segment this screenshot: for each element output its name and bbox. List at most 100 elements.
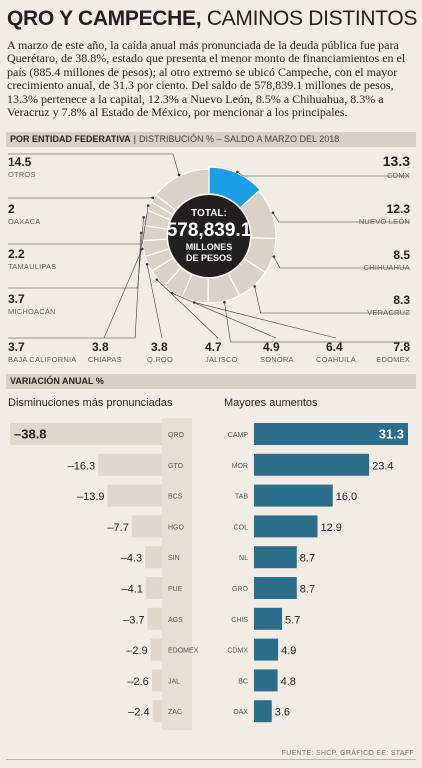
decreases-category-band bbox=[162, 418, 192, 730]
decrease-value-sin: –4.3 bbox=[121, 553, 142, 565]
increase-value-gro: 8.7 bbox=[300, 584, 315, 596]
increase-value-bc: 4.8 bbox=[281, 676, 296, 688]
decrease-bar-edomex bbox=[150, 638, 162, 661]
increase-category-bc: BC bbox=[238, 678, 248, 685]
decrease-bar-bcs bbox=[107, 484, 162, 507]
leader-line-nuevo-leon bbox=[272, 212, 410, 223]
increase-value-tab: 16.0 bbox=[336, 491, 357, 503]
leader-dot-cdmx bbox=[236, 170, 239, 174]
decrease-bar-gto bbox=[98, 453, 162, 476]
slice-label-chihuahua: CHIHUAHUA bbox=[363, 263, 410, 272]
slice-value-michoacan: 3.7 bbox=[8, 292, 25, 306]
decrease-category-ags: AGS bbox=[168, 617, 183, 624]
slice-label-tamaulipas: TAMAULIPAS bbox=[8, 262, 57, 271]
leader-line-q-roo bbox=[146, 264, 163, 339]
slice-label-sonora: SONORA bbox=[260, 355, 294, 364]
leader-dot-baja-california bbox=[139, 231, 143, 235]
decrease-category-zac: ZAC bbox=[168, 709, 182, 716]
title-light: CAMINOS DISTINTOS bbox=[206, 7, 418, 30]
decrease-category-bcs: BCS bbox=[168, 494, 183, 501]
donut-chart bbox=[8, 153, 410, 343]
decrease-category-pue: PUE bbox=[168, 586, 183, 593]
leader-line-veracruz bbox=[254, 286, 410, 314]
slice-label-nuevo-leon: NUEVO LEÓN bbox=[358, 217, 410, 226]
section-variation-label: VARIACIÓN ANUAL % bbox=[10, 376, 104, 386]
increase-category-gro: GRO bbox=[232, 586, 249, 593]
decreases-title: Disminuciones más pronunciadas bbox=[8, 397, 173, 409]
decrease-value-jal: –2.6 bbox=[127, 676, 148, 688]
decrease-value-edomex: –2.9 bbox=[126, 645, 147, 657]
increase-value-camp: 31.3 bbox=[379, 427, 404, 442]
slice-label-chiapas: CHIAPAS bbox=[88, 355, 122, 364]
section-distribution-sub: DISTRIBUCIÓN % – SALDO A MARZO DEL 2018 bbox=[139, 134, 340, 144]
increase-category-oax: OAX bbox=[233, 709, 248, 716]
slice-value-otros: 14.5 bbox=[8, 155, 32, 169]
slice-label-cdmx: CDMX bbox=[387, 171, 410, 180]
increase-bar-nl bbox=[254, 546, 297, 569]
increase-bar-tab bbox=[254, 484, 333, 507]
donut-hole bbox=[168, 195, 250, 277]
increase-category-cdmx: CDMX bbox=[227, 648, 248, 655]
increase-value-oax: 3.6 bbox=[275, 707, 290, 719]
increase-category-camp: CAMP bbox=[228, 432, 249, 439]
increase-bar-mor bbox=[254, 453, 370, 476]
slice-label-edomex: EDOMEX bbox=[376, 355, 410, 364]
slice-value-coahuila: 6.4 bbox=[326, 340, 343, 354]
slice-label-otros: OTROS bbox=[8, 170, 36, 179]
slice-value-cdmx: 13.3 bbox=[382, 153, 410, 169]
increase-category-tab: TAB bbox=[235, 494, 248, 501]
decrease-category-sin: SIN bbox=[168, 555, 180, 562]
slice-label-baja-california: BAJA CALIFORNIA bbox=[8, 355, 77, 364]
slice-value-nuevo-leon: 12.3 bbox=[386, 202, 410, 216]
decrease-category-edomex: EDOMEX bbox=[168, 648, 199, 655]
decrease-category-qro: QRO bbox=[168, 432, 185, 439]
leader-dot-q-roo bbox=[145, 263, 149, 266]
donut-center: TOTAL: 578,839.1 MILLONES DE PESOS bbox=[149, 208, 269, 264]
decrease-category-hgo: HGO bbox=[168, 524, 185, 531]
increase-bar-bc bbox=[254, 669, 278, 692]
donut-center-label: TOTAL: bbox=[191, 208, 227, 219]
decrease-value-gto: –16.3 bbox=[68, 460, 96, 472]
slice-label-coahuila: COAHUILA bbox=[316, 355, 356, 364]
slice-label-qroo: Q.ROO bbox=[147, 355, 174, 364]
decrease-bar-zac bbox=[152, 700, 162, 723]
leader-line-cdmx bbox=[237, 171, 410, 177]
slice-value-jalisco: 4.7 bbox=[205, 340, 222, 354]
section-distribution-label: POR ENTIDAD FEDERATIVA bbox=[10, 134, 131, 144]
decrease-bar-ags bbox=[147, 607, 162, 630]
leader-dot-jalisco bbox=[155, 278, 159, 281]
increase-bar-cdmx bbox=[254, 638, 279, 661]
slice-value-tamaulipas: 2.2 bbox=[8, 247, 25, 261]
increase-category-col: COL bbox=[234, 524, 249, 531]
section-separator: | bbox=[133, 134, 137, 144]
leader-dot-chiapas bbox=[140, 247, 144, 251]
donut-center-unit2: DE PESOS bbox=[185, 253, 232, 263]
decrease-value-qro: –38.8 bbox=[14, 427, 47, 442]
decrease-value-zac: –2.4 bbox=[128, 707, 149, 719]
decrease-bar-hgo bbox=[131, 515, 162, 538]
decrease-value-ags: –3.7 bbox=[123, 614, 144, 626]
increase-value-col: 12.9 bbox=[320, 522, 341, 534]
source-footer: FUENTE: SHCP. GRÁFICO EE: STAFF bbox=[281, 750, 414, 757]
decrease-bar-sin bbox=[145, 546, 162, 569]
decrease-category-gto: GTO bbox=[168, 463, 184, 470]
slice-label-jalisco: JALISCO bbox=[205, 355, 238, 364]
decrease-bar-qro bbox=[10, 423, 162, 445]
slice-value-veracruz: 8.3 bbox=[393, 293, 410, 307]
bottom-rule bbox=[6, 759, 416, 760]
section-variation-header: VARIACIÓN ANUAL % bbox=[6, 374, 416, 389]
increase-value-chis: 5.7 bbox=[285, 614, 300, 626]
decrease-bar-pue bbox=[145, 577, 162, 599]
increase-bar-chis bbox=[254, 607, 283, 630]
leader-line-sonora bbox=[172, 292, 277, 339]
leader-dot-edomex bbox=[223, 300, 226, 304]
intro-paragraph: A marzo de este año, la caída anual más … bbox=[7, 38, 406, 120]
leader-line-chiapas bbox=[103, 248, 143, 339]
leader-line-baja-california bbox=[8, 232, 142, 339]
increase-bar-oax bbox=[254, 700, 272, 723]
leader-dot-oaxaca bbox=[151, 196, 155, 200]
slice-value-sonora: 4.9 bbox=[263, 340, 280, 354]
increase-bar-gro bbox=[254, 577, 297, 599]
variation-bar-charts: –38.8 QRO –16.3 GTO –13.9 BCS –7.7 HGO –4.3 SIN –4… bbox=[10, 418, 408, 730]
leader-line-jalisco bbox=[156, 279, 219, 339]
